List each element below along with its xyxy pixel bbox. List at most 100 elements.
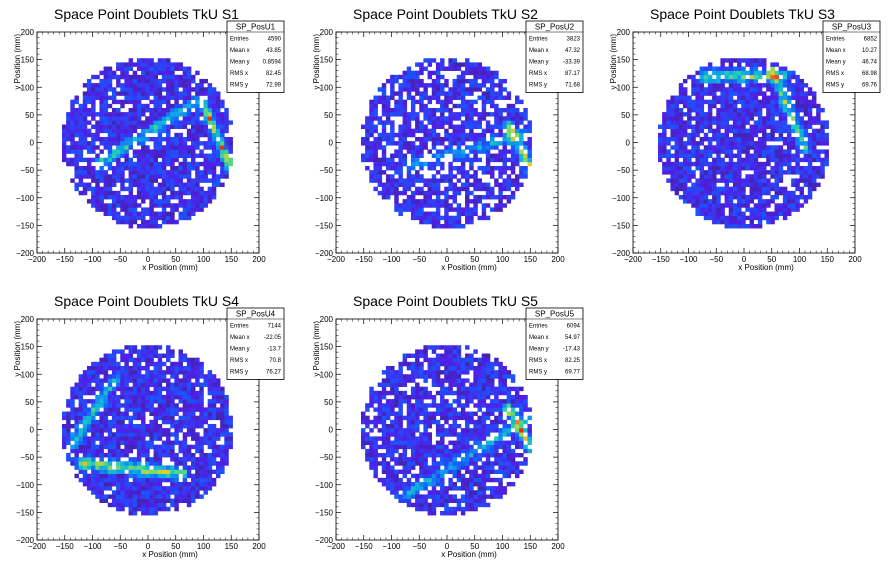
bin xyxy=(103,174,109,179)
bin xyxy=(124,157,129,163)
bin xyxy=(141,345,146,350)
bin xyxy=(712,207,717,212)
bin xyxy=(195,99,200,105)
bin xyxy=(107,190,113,196)
bin xyxy=(444,174,449,179)
bin xyxy=(498,153,503,158)
bin xyxy=(70,161,75,167)
bin xyxy=(128,394,134,400)
bin xyxy=(207,452,213,458)
bin xyxy=(369,170,374,175)
bin xyxy=(481,215,487,221)
bin xyxy=(724,170,730,175)
bin xyxy=(456,78,462,84)
bin xyxy=(132,436,138,441)
bin xyxy=(406,174,412,179)
bin xyxy=(774,207,779,212)
bin xyxy=(490,95,495,100)
bin xyxy=(695,178,700,183)
bin xyxy=(712,190,717,196)
bin xyxy=(737,141,742,146)
bin xyxy=(174,374,179,379)
bin xyxy=(716,70,721,76)
bin xyxy=(720,107,725,113)
bin xyxy=(141,87,146,92)
bin xyxy=(365,132,370,138)
bin xyxy=(423,141,428,146)
x-tick-label: 50 xyxy=(470,255,479,264)
bin xyxy=(149,490,154,495)
bin xyxy=(170,186,175,192)
bin xyxy=(732,78,738,84)
bin xyxy=(703,203,709,208)
bin xyxy=(444,207,449,212)
bin xyxy=(141,494,146,499)
bin xyxy=(166,465,171,470)
bin xyxy=(662,170,667,175)
bin xyxy=(820,174,825,179)
bin xyxy=(178,469,183,474)
bin xyxy=(390,74,395,80)
bin xyxy=(120,87,125,92)
bin xyxy=(145,186,150,192)
heatmap-bins xyxy=(61,345,233,516)
bin xyxy=(728,203,734,208)
bin xyxy=(803,178,809,183)
bin xyxy=(402,182,408,187)
bin xyxy=(373,107,378,113)
bin xyxy=(406,120,412,125)
bin xyxy=(741,120,746,125)
bin xyxy=(166,444,171,450)
bin xyxy=(398,112,403,117)
bin xyxy=(141,407,146,412)
bin xyxy=(174,452,179,458)
y-tick-label: −50 xyxy=(616,166,630,175)
bin xyxy=(182,207,188,212)
bin xyxy=(498,190,503,196)
bin xyxy=(423,203,428,208)
bin xyxy=(720,62,725,67)
bin xyxy=(691,194,696,200)
x-tick-label: −100 xyxy=(83,255,102,264)
bin xyxy=(682,174,688,179)
bin xyxy=(753,124,759,129)
bin xyxy=(82,423,88,429)
bin xyxy=(182,390,188,396)
bin xyxy=(78,415,84,421)
bin xyxy=(494,207,499,212)
bin xyxy=(398,149,403,154)
bin xyxy=(699,107,705,113)
bin xyxy=(195,83,200,88)
bin xyxy=(157,394,163,400)
stats-label: Mean x xyxy=(230,48,250,54)
bin xyxy=(174,203,179,208)
bin xyxy=(157,62,163,67)
bin xyxy=(799,120,804,125)
bin xyxy=(728,116,734,121)
bin xyxy=(91,457,96,462)
bin xyxy=(166,419,171,425)
bin xyxy=(807,136,813,142)
bin xyxy=(136,190,142,196)
bin xyxy=(406,149,412,154)
bin xyxy=(460,161,466,167)
bin xyxy=(211,477,217,483)
bin xyxy=(716,145,721,150)
stats-frame xyxy=(822,20,881,93)
bin xyxy=(444,116,449,121)
bin xyxy=(61,428,67,433)
bin xyxy=(141,374,146,379)
bin xyxy=(803,182,809,187)
bin xyxy=(402,120,408,125)
bin xyxy=(741,145,746,150)
bin xyxy=(757,186,763,192)
bin xyxy=(799,107,804,113)
bin xyxy=(712,178,717,183)
bin xyxy=(220,390,225,396)
bin xyxy=(149,502,154,508)
y-tick-label: 0 xyxy=(329,139,334,148)
bin xyxy=(136,157,142,163)
bin xyxy=(762,161,767,167)
bin xyxy=(699,190,705,196)
bin xyxy=(510,190,516,196)
